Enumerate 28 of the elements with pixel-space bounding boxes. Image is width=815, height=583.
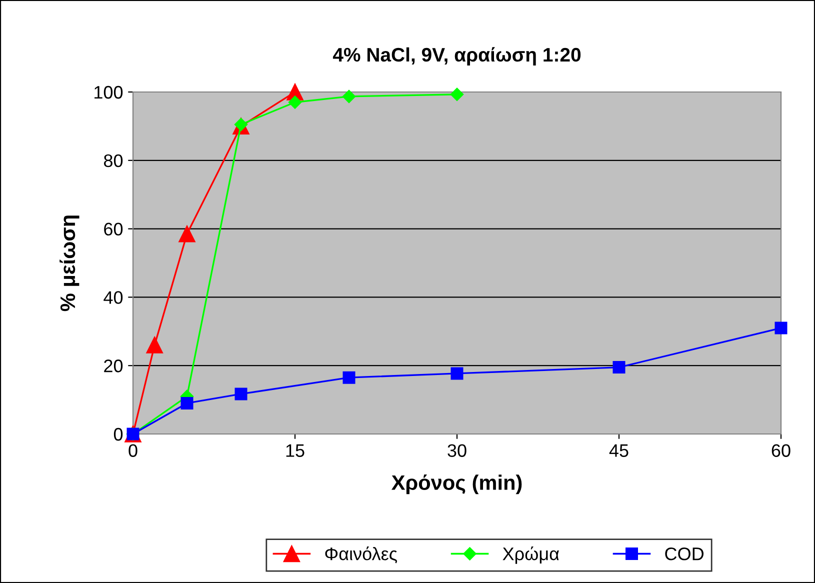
x-tick-label: 15 (286, 444, 304, 457)
legend-label: COD (665, 547, 704, 560)
y-tick-label: 0 (114, 428, 123, 441)
x-tick-label: 45 (609, 444, 628, 457)
point (288, 96, 302, 109)
y-tick-label: 60 (104, 222, 123, 236)
point (146, 336, 163, 354)
point (342, 371, 356, 384)
x-axis-title: Χρόνος (min) (392, 474, 522, 494)
point (180, 396, 194, 410)
point (612, 361, 626, 374)
chart-title: 4% NaCl, 9V, αραίωση 1:20 (332, 47, 581, 66)
point (234, 388, 248, 400)
x-tick-label: 0 (128, 444, 138, 457)
point (450, 367, 464, 380)
point (178, 226, 196, 242)
y-tick-label: 80 (104, 154, 123, 168)
x-tick-label: 30 (448, 444, 466, 457)
x-tick-label: 60 (772, 444, 790, 457)
y-tick-label: 40 (104, 291, 123, 304)
point (342, 90, 356, 104)
y-axis-title: % μείωση (60, 216, 80, 312)
point (450, 88, 464, 101)
y-tick-label: 20 (104, 360, 123, 372)
legend-label: Φαινόλες (325, 546, 397, 564)
legend-label: Χρώμα (502, 546, 560, 564)
y-tick-label: 100 (94, 86, 123, 99)
point (774, 322, 788, 334)
